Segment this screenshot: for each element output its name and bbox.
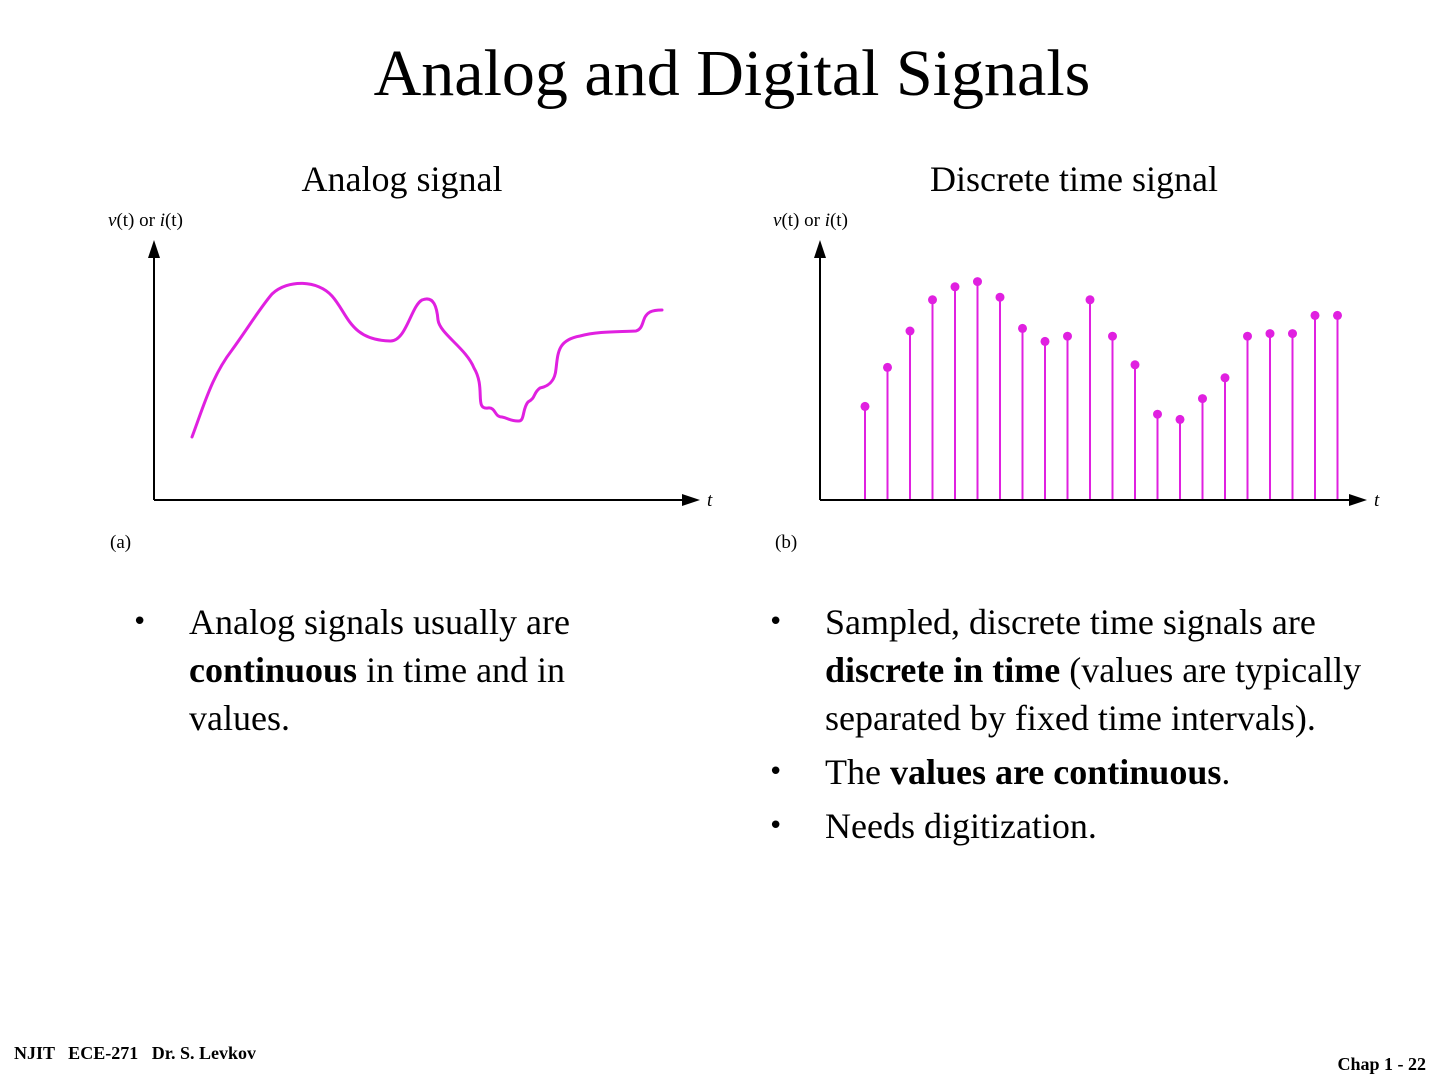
stem-point [973, 277, 982, 287]
stem-point [1288, 329, 1297, 339]
stem-point [1018, 323, 1027, 333]
bullet-emphasis: discrete in time [825, 650, 1061, 690]
discrete-signal-caption: Discrete time signal [930, 159, 1218, 199]
bullet-text: (values are typically separated by fixed… [825, 650, 1362, 738]
panel-label: (b) [775, 532, 797, 553]
stem-point [1220, 373, 1230, 383]
stem-point [1085, 295, 1095, 305]
footer-page-number: Chap 1 - 22 [1337, 1054, 1426, 1074]
analog-signal-figure: v(t) or i(t) t (a) [100, 200, 730, 560]
discrete-signal-figure: v(t) or i(t) t (b) [765, 200, 1395, 560]
analog-signal-caption: Analog signal [301, 159, 503, 199]
footer-course-info: NJIT ECE-271 Dr. S. Levkov [14, 1043, 257, 1063]
stem-point [1040, 336, 1050, 346]
stem-series [860, 277, 1342, 500]
stem-point [1153, 409, 1162, 419]
bullet-text: The [825, 752, 890, 792]
bullet-text: Analog signals usually are [189, 602, 570, 642]
stem-point [1063, 331, 1072, 341]
bullet-icon: • [768, 607, 784, 637]
x-axis-arrow [682, 494, 700, 506]
bullet-text: . [1221, 752, 1231, 792]
stem-point [950, 282, 960, 292]
x-axis-arrow [1349, 494, 1367, 506]
stem-point [1333, 310, 1342, 320]
analog-signal-chart: v(t) or i(t) t (a) [108, 210, 713, 553]
bullet-item: • Analog signals usually are continuous i… [132, 598, 652, 742]
x-axis-label: t [1374, 490, 1380, 511]
y-axis-label: v(t) or i(t) [773, 210, 848, 231]
bullet-item: • The values are continuous. [768, 748, 1388, 796]
bullet-emphasis: continuous [189, 650, 358, 690]
stem-point [883, 362, 892, 372]
stem-point [1310, 310, 1320, 320]
discrete-signal-chart: v(t) or i(t) t (b) [773, 210, 1380, 553]
bullet-icon: • [132, 607, 148, 637]
bullet-item: • Sampled, discrete time signals are disc… [768, 598, 1388, 742]
y-axis-arrow [148, 240, 160, 258]
stem-point [905, 326, 915, 336]
stem-point [1265, 329, 1275, 339]
bullet-icon: • [768, 811, 784, 841]
slide-title: Analog and Digital Signals [373, 37, 1091, 110]
panel-label: (a) [110, 532, 131, 553]
stem-point [1198, 394, 1207, 404]
bullet-item: • Needs digitization. [768, 802, 1388, 850]
bullet-text: Needs digitization. [825, 806, 1097, 846]
bullet-text: Sampled, discrete time signals are [825, 602, 1316, 642]
bullet-icon: • [768, 757, 784, 787]
stem-point [928, 295, 937, 305]
bullet-emphasis: values are continuous [889, 752, 1222, 792]
bullet-text: in time and in values. [189, 650, 566, 738]
discrete-bullet-list: • Sampled, discrete time signals are disc… [768, 598, 1388, 856]
y-axis-label: v(t) or i(t) [108, 210, 183, 231]
analog-signal-curve [190, 281, 664, 439]
x-axis-label: t [707, 490, 713, 511]
y-axis-arrow [814, 240, 826, 258]
stem-point [1175, 414, 1185, 424]
analog-bullet-list: • Analog signals usually are continuous i… [132, 598, 652, 748]
stem-point [860, 401, 870, 411]
stem-point [1130, 360, 1140, 370]
stem-point [995, 292, 1005, 302]
stem-point [1108, 331, 1117, 341]
stem-point [1243, 331, 1252, 341]
